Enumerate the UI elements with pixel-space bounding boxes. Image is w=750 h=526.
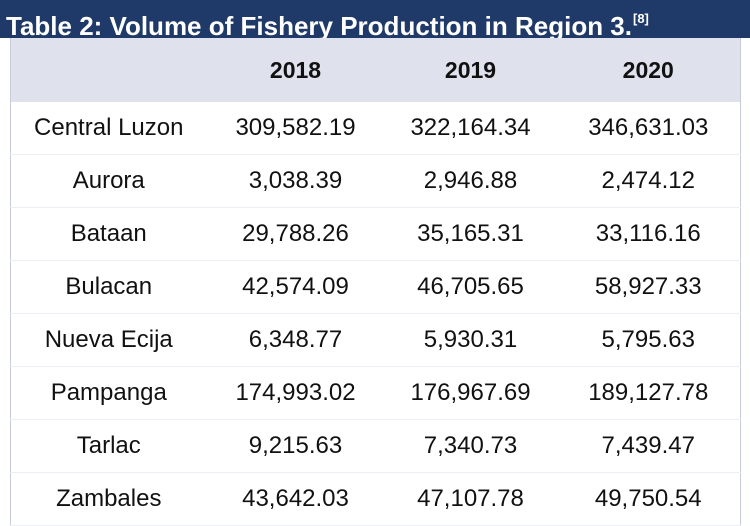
- table-row: Nueva Ecija 6,348.77 5,930.31 5,795.63: [10, 313, 741, 367]
- value-cell: 5,795.63: [556, 313, 741, 367]
- value-cell: 176,967.69: [384, 366, 557, 420]
- value-cell: 322,164.34: [384, 102, 557, 155]
- row-label: Aurora: [10, 154, 207, 208]
- value-cell: 49,750.54: [556, 472, 741, 526]
- value-cell: 2,946.88: [384, 154, 557, 208]
- value-cell: 47,107.78: [384, 472, 557, 526]
- value-cell: 33,116.16: [556, 207, 741, 261]
- value-cell: 58,927.33: [556, 260, 741, 314]
- column-header: 2019: [384, 38, 557, 102]
- value-cell: 189,127.78: [556, 366, 741, 420]
- column-header: 2020: [556, 38, 741, 102]
- data-table: 2018 2019 2020 Central Luzon 309,582.19 322,…: [10, 38, 741, 526]
- value-cell: 2,474.12: [556, 154, 741, 208]
- value-cell: 42,574.09: [206, 260, 385, 314]
- value-cell: 35,165.31: [384, 207, 557, 261]
- title-text: Table 2: Volume of Fishery Production in…: [6, 11, 632, 41]
- row-label: Bulacan: [10, 260, 207, 314]
- table-row: Aurora 3,038.39 2,946.88 2,474.12: [10, 154, 741, 208]
- row-label: Zambales: [10, 472, 207, 526]
- column-header: 2018: [206, 38, 385, 102]
- value-cell: 43,642.03: [206, 472, 385, 526]
- value-cell: 7,340.73: [384, 419, 557, 473]
- row-label: Nueva Ecija: [10, 313, 207, 367]
- value-cell: 6,348.77: [206, 313, 385, 367]
- table-body: Central Luzon 309,582.19 322,164.34 346,631…: [10, 102, 741, 526]
- value-cell: 29,788.26: [206, 207, 385, 261]
- table-row: Pampanga 174,993.02 176,967.69 189,127.78: [10, 366, 741, 420]
- value-cell: 7,439.47: [556, 419, 741, 473]
- value-cell: 174,993.02: [206, 366, 385, 420]
- row-label: Central Luzon: [10, 102, 207, 155]
- corner-cell: [10, 38, 207, 102]
- table-row: Bataan 29,788.26 35,165.31 33,116.16: [10, 207, 741, 261]
- row-label: Bataan: [10, 207, 207, 261]
- value-cell: 5,930.31: [384, 313, 557, 367]
- table-row: Bulacan 42,574.09 46,705.65 58,927.33: [10, 260, 741, 314]
- table-row: Zambales 43,642.03 47,107.78 49,750.54: [10, 472, 741, 526]
- reference: [8]: [633, 11, 649, 26]
- row-label: Tarlac: [10, 419, 207, 473]
- table-row: Central Luzon 309,582.19 322,164.34 346,631…: [10, 102, 741, 155]
- table-row: Tarlac 9,215.63 7,340.73 7,439.47: [10, 419, 741, 473]
- header-row: 2018 2019 2020: [10, 38, 741, 102]
- value-cell: 46,705.65: [384, 260, 557, 314]
- value-cell: 309,582.19: [206, 102, 385, 155]
- table-title: Table 2: Volume of Fishery Production in…: [0, 0, 750, 41]
- row-label: Pampanga: [10, 366, 207, 420]
- value-cell: 346,631.03: [556, 102, 741, 155]
- value-cell: 9,215.63: [206, 419, 385, 473]
- value-cell: 3,038.39: [206, 154, 385, 208]
